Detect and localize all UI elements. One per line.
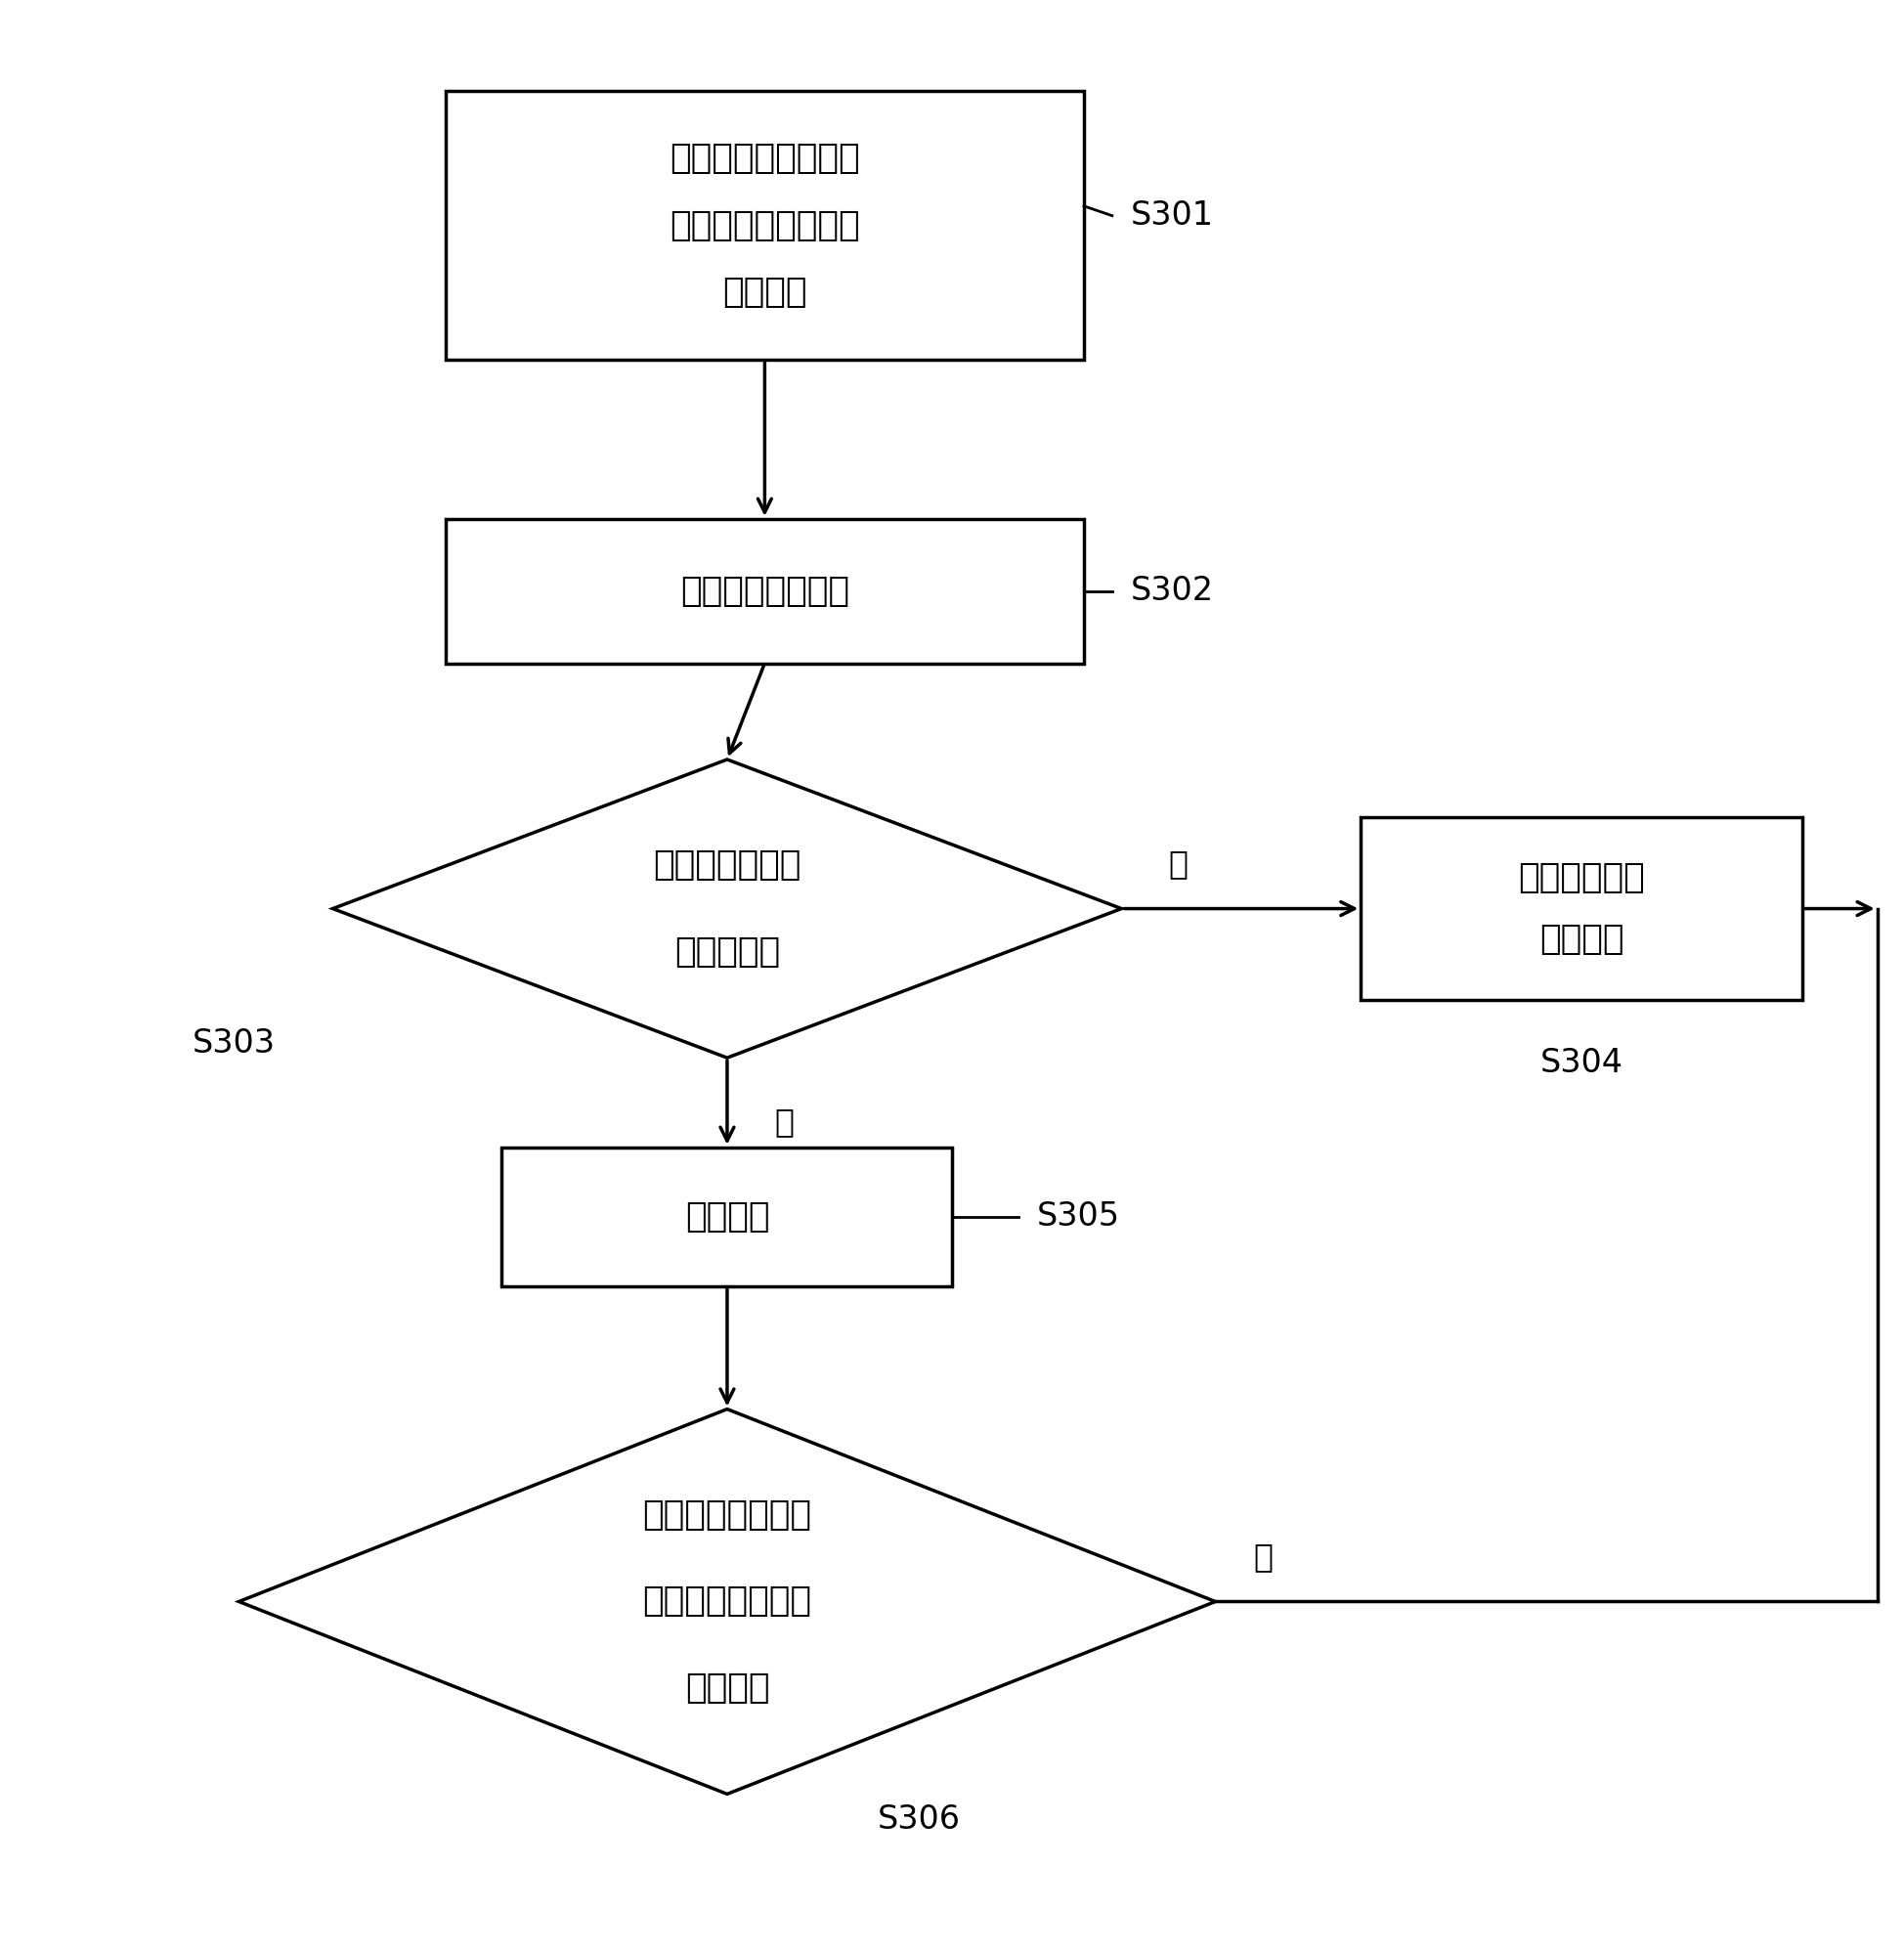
Text: 否: 否 [1253,1540,1272,1573]
Text: 系统参数: 系统参数 [722,275,807,308]
Text: S303: S303 [192,1027,274,1060]
Text: 接入电网: 接入电网 [685,1200,769,1234]
Text: S304: S304 [1538,1046,1622,1079]
Bar [501,1148,952,1286]
Text: S305: S305 [1036,1200,1120,1234]
Bar [446,90,1083,359]
Text: 改进措施: 改进措施 [1538,923,1622,956]
Text: 计算结果是否符: 计算结果是否符 [653,849,802,882]
Text: 电能质量仿真计算: 电能质量仿真计算 [680,574,849,607]
Text: 输入电能质量干扰性: 输入电能质量干扰性 [668,141,859,174]
Polygon shape [238,1409,1215,1794]
Bar [1359,818,1801,999]
Text: 是: 是 [773,1107,794,1138]
Bar [446,519,1083,664]
Polygon shape [333,759,1121,1058]
Text: 电能质量指标实测: 电能质量指标实测 [642,1499,811,1532]
Text: S301: S301 [1131,199,1213,232]
Text: 限值要求: 限值要求 [685,1671,769,1704]
Text: 否: 否 [1167,847,1188,880]
Text: 用电负荷特性参数和: 用电负荷特性参数和 [668,209,859,242]
Text: S302: S302 [1131,576,1213,607]
Text: 结果是否符合指标: 结果是否符合指标 [642,1585,811,1618]
Text: S306: S306 [878,1804,960,1835]
Text: 合指标限值: 合指标限值 [674,935,779,968]
Text: 采取电能质量: 采取电能质量 [1517,861,1645,894]
